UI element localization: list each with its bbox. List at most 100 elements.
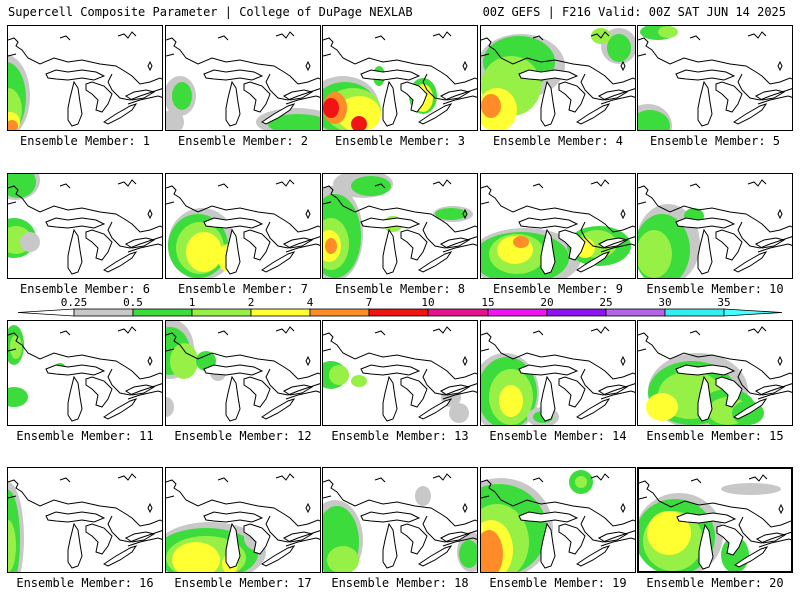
map-title: Supercell Composite Parameter | College … — [8, 5, 413, 19]
color-scale-bar — [17, 308, 783, 317]
ensemble-panel — [322, 467, 478, 573]
color-scale-segment — [487, 308, 548, 317]
scp-field-map — [638, 26, 792, 130]
coastlines — [481, 326, 635, 400]
coastlines — [481, 473, 635, 547]
ensemble-member-label: Ensemble Member: 9 — [492, 282, 624, 296]
ensemble-member-label: Ensemble Member: 10 — [646, 282, 784, 296]
ensemble-member-label: Ensemble Member: 11 — [16, 429, 154, 443]
coastlines — [166, 326, 320, 400]
scp-field-map — [166, 473, 320, 572]
ensemble-panel — [165, 467, 321, 573]
ensemble-panel — [165, 173, 321, 279]
scp-contours — [638, 26, 678, 130]
color-scale-segment — [546, 308, 607, 317]
ensemble-member-label: Ensemble Member: 16 — [16, 576, 154, 590]
scp-field-map — [166, 321, 320, 422]
color-scale-tick-label: 20 — [540, 296, 554, 309]
color-scale-tick-label: 30 — [658, 296, 672, 309]
ensemble-panel — [322, 173, 478, 279]
coastlines — [8, 179, 162, 253]
color-scale-segment — [605, 308, 666, 317]
lake-outlines — [45, 511, 156, 569]
valid-time-label: 00Z GEFS | F216 Valid: 00Z SAT JUN 14 20… — [482, 5, 786, 19]
coastlines — [166, 31, 320, 105]
lake-outlines — [676, 512, 787, 570]
scp-field-map — [638, 326, 792, 425]
ensemble-panel — [7, 467, 163, 573]
ensemble-panel — [480, 25, 636, 131]
scp-contours — [8, 54, 30, 130]
coastlines — [481, 179, 635, 253]
scp-field-map — [166, 179, 320, 278]
lake-outlines — [203, 217, 314, 275]
lake-outlines — [45, 69, 156, 127]
ensemble-member-label: Ensemble Member: 1 — [19, 134, 151, 148]
scp-field-map — [481, 28, 635, 130]
ensemble-member-label: Ensemble Member: 13 — [331, 429, 469, 443]
scp-contours — [481, 28, 635, 130]
scp-contours — [323, 174, 473, 278]
ensemble-member-label: Ensemble Member: 19 — [489, 576, 627, 590]
color-scale-tick-label: 7 — [365, 296, 373, 309]
ensemble-panel — [7, 173, 163, 279]
lake-outlines — [360, 217, 471, 275]
ensemble-member-label: Ensemble Member: 6 — [19, 282, 151, 296]
coastlines — [166, 179, 320, 253]
lake-outlines — [518, 69, 629, 127]
scp-contours — [481, 226, 631, 278]
ensemble-panel — [637, 467, 793, 573]
scp-field-map — [481, 179, 635, 278]
scp-field-map — [323, 326, 477, 423]
color-scale-segment — [132, 308, 193, 317]
coastlines — [638, 31, 792, 105]
color-scale-tick-label: 2 — [247, 296, 255, 309]
scp-field-map — [323, 473, 477, 572]
lake-outlines — [360, 69, 471, 127]
scp-contours — [481, 470, 593, 572]
coastlines — [323, 31, 477, 105]
lake-outlines — [360, 364, 471, 422]
ensemble-panel — [165, 25, 321, 131]
ensemble-member-label: Ensemble Member: 14 — [489, 429, 627, 443]
ensemble-panel — [637, 320, 793, 426]
color-scale-tick-label: 15 — [481, 296, 495, 309]
ensemble-member-label: Ensemble Member: 18 — [331, 576, 469, 590]
lake-outlines — [203, 364, 314, 422]
scp-field-map — [481, 470, 635, 572]
scp-contours — [323, 361, 469, 423]
coastlines — [8, 31, 162, 105]
ensemble-panel — [637, 173, 793, 279]
scp-field-map — [639, 474, 791, 571]
scp-field-map — [481, 326, 635, 425]
scp-field-map — [8, 174, 162, 275]
color-scale-segment — [723, 308, 783, 317]
scp-contours — [166, 76, 320, 130]
color-scale-segment — [73, 308, 134, 317]
lake-outlines — [45, 364, 156, 422]
lake-outlines — [518, 217, 629, 275]
lake-outlines — [518, 364, 629, 422]
color-scale-tick-label: 25 — [599, 296, 613, 309]
color-scale-tick-label: 1 — [188, 296, 196, 309]
scp-field-map — [323, 31, 477, 130]
scp-field-map — [166, 31, 320, 130]
ensemble-member-label: Ensemble Member: 12 — [174, 429, 312, 443]
color-scale-tick-label: 10 — [421, 296, 435, 309]
ensemble-panel — [637, 25, 793, 131]
lake-outlines — [360, 511, 471, 569]
ensemble-panel — [480, 320, 636, 426]
lake-outlines — [675, 217, 786, 275]
ensemble-panel — [322, 25, 478, 131]
scp-contours — [323, 66, 437, 130]
color-scale-segment — [368, 308, 429, 317]
ensemble-panel — [165, 320, 321, 426]
scp-contours — [323, 486, 477, 572]
ensemble-panel — [480, 467, 636, 573]
scp-contours — [166, 522, 268, 572]
lake-outlines — [203, 511, 314, 569]
scp-contours — [638, 204, 704, 278]
color-scale-segment — [309, 308, 370, 317]
scp-field-map — [323, 174, 477, 278]
scp-contours — [8, 482, 24, 572]
